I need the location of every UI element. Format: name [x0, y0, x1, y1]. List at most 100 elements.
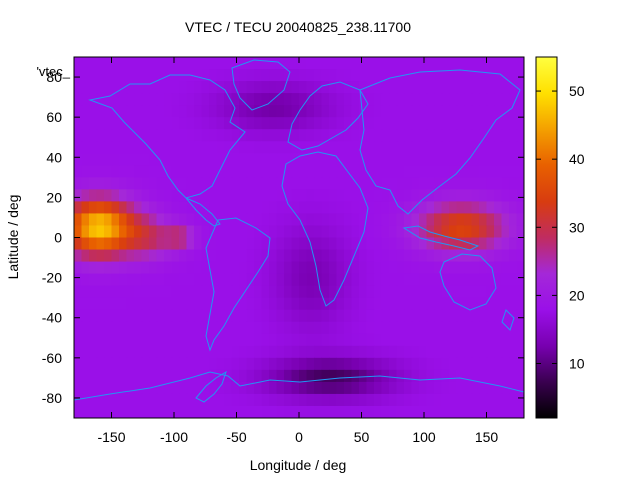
- heat-cell: [179, 285, 188, 299]
- heat-cell: [149, 369, 158, 383]
- heat-cell: [134, 105, 143, 118]
- heat-cell: [231, 273, 240, 287]
- heat-cell: [359, 393, 368, 407]
- heat-cell: [351, 153, 360, 166]
- heat-cell: [254, 69, 263, 82]
- heat-cell: [329, 165, 338, 178]
- heat-cell: [381, 201, 390, 215]
- heat-cell: [216, 189, 225, 202]
- heat-cell: [149, 117, 158, 130]
- heat-cell: [486, 333, 495, 347]
- heat-cell: [239, 369, 248, 383]
- heat-cell: [501, 117, 510, 130]
- heat-cell: [509, 141, 518, 154]
- heat-cell: [434, 189, 443, 202]
- heat-cell: [209, 297, 218, 311]
- heat-cell: [299, 189, 308, 202]
- heat-cell: [449, 273, 458, 287]
- heat-cell: [164, 297, 173, 311]
- heat-cell: [291, 369, 300, 383]
- heat-cell: [224, 333, 233, 347]
- heat-cell: [276, 357, 285, 371]
- coastline-central-america: [185, 197, 221, 227]
- heat-cell: [224, 321, 233, 335]
- heat-cell: [501, 381, 510, 395]
- heat-cell: [404, 297, 413, 311]
- heat-cell: [329, 93, 338, 106]
- heat-cell: [321, 189, 330, 202]
- heat-cell: [269, 369, 278, 383]
- heat-cell: [306, 273, 315, 287]
- heat-cell: [449, 153, 458, 166]
- heat-cell: [449, 297, 458, 311]
- heat-cell: [396, 381, 405, 395]
- heat-cell: [209, 381, 218, 395]
- heat-cell: [261, 105, 270, 118]
- heat-cell: [171, 105, 180, 118]
- heat-cell: [336, 201, 345, 215]
- heat-cell: [134, 201, 143, 215]
- heat-cell: [111, 141, 120, 154]
- heat-cell: [141, 261, 150, 275]
- heat-cell: [404, 165, 413, 178]
- heat-cell: [374, 273, 383, 287]
- heat-cell: [299, 177, 308, 190]
- heat-cell: [509, 165, 518, 178]
- heat-cell: [404, 201, 413, 215]
- heat-cell: [441, 309, 450, 323]
- heat-cell: [344, 57, 353, 70]
- heat-cell: [501, 165, 510, 178]
- heat-cell: [411, 285, 420, 299]
- heat-cell: [104, 93, 113, 106]
- heat-cell: [74, 189, 83, 202]
- heat-cell: [104, 285, 113, 299]
- heat-cell: [149, 129, 158, 142]
- heat-cell: [434, 309, 443, 323]
- heat-cell: [246, 129, 255, 142]
- heat-cell: [134, 225, 143, 239]
- heat-cell: [276, 57, 285, 70]
- heat-cell: [441, 357, 450, 371]
- heat-cell: [171, 261, 180, 275]
- heat-cell: [179, 237, 188, 251]
- heat-cell: [404, 357, 413, 371]
- heat-cell: [404, 405, 413, 418]
- heat-cell: [509, 333, 518, 347]
- heat-cell: [344, 189, 353, 202]
- heat-cell: [344, 261, 353, 275]
- heat-cell: [381, 381, 390, 395]
- heat-cell: [479, 225, 488, 239]
- heat-cell: [486, 297, 495, 311]
- heat-cell: [104, 357, 113, 371]
- heat-cell: [231, 69, 240, 82]
- heat-cell: [314, 141, 323, 154]
- heat-cell: [194, 321, 203, 335]
- heat-cell: [329, 117, 338, 130]
- heat-cell: [104, 213, 113, 227]
- heat-cell: [374, 309, 383, 323]
- heat-cell: [494, 57, 503, 70]
- heat-cell: [306, 213, 315, 227]
- heat-cell: [164, 381, 173, 395]
- heat-cell: [479, 165, 488, 178]
- heat-cell: [419, 297, 428, 311]
- heat-cell: [411, 141, 420, 154]
- heat-cell: [209, 405, 218, 418]
- heat-cell: [396, 333, 405, 347]
- heat-cell: [329, 69, 338, 82]
- heat-cell: [374, 177, 383, 190]
- heat-cell: [329, 321, 338, 335]
- heat-cell: [494, 309, 503, 323]
- heat-cell: [171, 117, 180, 130]
- heat-cell: [74, 381, 83, 395]
- heat-cell: [366, 345, 375, 359]
- heat-cell: [74, 405, 83, 418]
- heat-cell: [501, 393, 510, 407]
- heat-cell: [224, 225, 233, 239]
- heat-cell: [269, 177, 278, 190]
- heat-cell: [111, 381, 120, 395]
- heat-cell: [351, 93, 360, 106]
- heat-cell: [126, 381, 135, 395]
- heat-cell: [396, 321, 405, 335]
